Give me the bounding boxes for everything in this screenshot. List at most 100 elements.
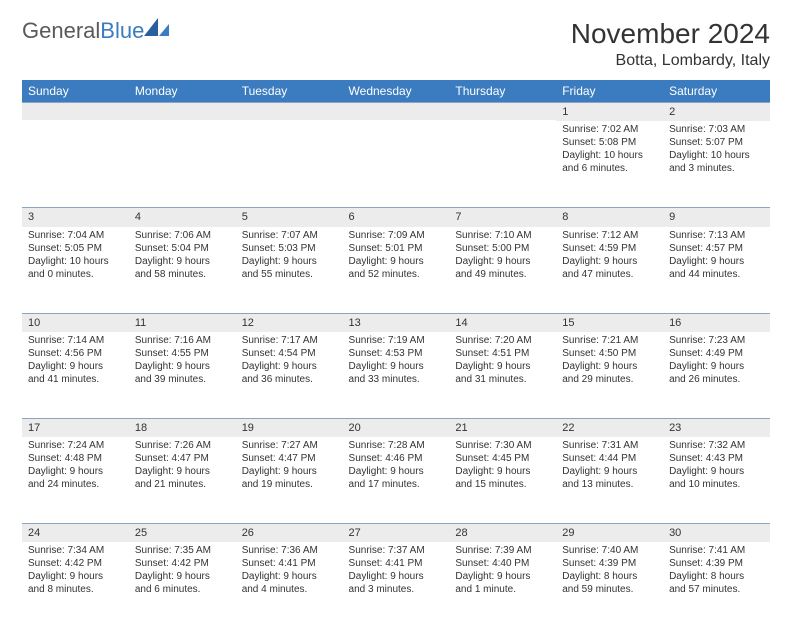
day-line: and 3 minutes. — [669, 162, 764, 175]
day-line: Sunrise: 7:30 AM — [455, 439, 550, 452]
day-line: Sunrise: 7:20 AM — [455, 334, 550, 347]
day-line: Sunset: 4:50 PM — [562, 347, 657, 360]
day-data-cell: Sunrise: 7:03 AMSunset: 5:07 PMDaylight:… — [663, 121, 770, 207]
day-data-cell: Sunrise: 7:24 AMSunset: 4:48 PMDaylight:… — [22, 437, 129, 523]
day-data: Sunrise: 7:10 AMSunset: 5:00 PMDaylight:… — [449, 227, 556, 287]
day-data: Sunrise: 7:32 AMSunset: 4:43 PMDaylight:… — [663, 437, 770, 497]
calendar-table: SundayMondayTuesdayWednesdayThursdayFrid… — [22, 80, 770, 628]
logo-sail-icon — [144, 18, 170, 36]
day-line: Sunset: 4:42 PM — [135, 557, 230, 570]
empty-cell — [22, 121, 129, 207]
day-line: Sunset: 4:40 PM — [455, 557, 550, 570]
day-line: Sunrise: 7:32 AM — [669, 439, 764, 452]
day-number-cell: 11 — [129, 313, 236, 332]
week-data-row: Sunrise: 7:02 AMSunset: 5:08 PMDaylight:… — [22, 121, 770, 207]
day-line: and 13 minutes. — [562, 478, 657, 491]
day-line: Sunrise: 7:27 AM — [242, 439, 337, 452]
day-header: Thursday — [449, 80, 556, 102]
day-line: Daylight: 9 hours — [135, 570, 230, 583]
empty-cell — [449, 102, 556, 121]
day-number: 23 — [663, 418, 770, 437]
day-line: and 4 minutes. — [242, 583, 337, 596]
day-number-cell: 12 — [236, 313, 343, 332]
day-line: Sunset: 5:07 PM — [669, 136, 764, 149]
day-line: and 0 minutes. — [28, 268, 123, 281]
day-line: Daylight: 9 hours — [455, 255, 550, 268]
day-line: and 49 minutes. — [455, 268, 550, 281]
day-line: Sunset: 4:39 PM — [669, 557, 764, 570]
day-line: Sunrise: 7:39 AM — [455, 544, 550, 557]
day-line: Sunrise: 7:17 AM — [242, 334, 337, 347]
day-line: Sunrise: 7:40 AM — [562, 544, 657, 557]
day-data-cell: Sunrise: 7:09 AMSunset: 5:01 PMDaylight:… — [343, 227, 450, 313]
day-line: Sunrise: 7:36 AM — [242, 544, 337, 557]
day-line: Sunrise: 7:06 AM — [135, 229, 230, 242]
day-number-cell: 6 — [343, 207, 450, 226]
day-data: Sunrise: 7:31 AMSunset: 4:44 PMDaylight:… — [556, 437, 663, 497]
day-data-cell: Sunrise: 7:27 AMSunset: 4:47 PMDaylight:… — [236, 437, 343, 523]
day-number-cell: 22 — [556, 418, 663, 437]
day-number: 17 — [22, 418, 129, 437]
day-line: Daylight: 8 hours — [669, 570, 764, 583]
day-number: 1 — [556, 102, 663, 121]
day-number-cell: 9 — [663, 207, 770, 226]
day-header: Tuesday — [236, 80, 343, 102]
week-data-row: Sunrise: 7:14 AMSunset: 4:56 PMDaylight:… — [22, 332, 770, 418]
day-line: Daylight: 9 hours — [669, 360, 764, 373]
day-line: Daylight: 9 hours — [242, 255, 337, 268]
day-data-cell: Sunrise: 7:10 AMSunset: 5:00 PMDaylight:… — [449, 227, 556, 313]
day-number: 13 — [343, 313, 450, 332]
day-line: and 31 minutes. — [455, 373, 550, 386]
day-line: Sunset: 4:47 PM — [242, 452, 337, 465]
day-line: and 10 minutes. — [669, 478, 764, 491]
day-data-cell: Sunrise: 7:06 AMSunset: 5:04 PMDaylight:… — [129, 227, 236, 313]
day-line: Sunset: 5:00 PM — [455, 242, 550, 255]
day-data-cell: Sunrise: 7:37 AMSunset: 4:41 PMDaylight:… — [343, 542, 450, 628]
day-line: Sunset: 4:59 PM — [562, 242, 657, 255]
week-number-row: 17181920212223 — [22, 418, 770, 437]
empty-cell — [449, 121, 556, 207]
day-number-cell: 24 — [22, 523, 129, 542]
day-line: Sunrise: 7:10 AM — [455, 229, 550, 242]
day-line: and 15 minutes. — [455, 478, 550, 491]
day-number-cell: 1 — [556, 102, 663, 121]
day-data: Sunrise: 7:16 AMSunset: 4:55 PMDaylight:… — [129, 332, 236, 392]
day-number-cell: 8 — [556, 207, 663, 226]
day-data-cell: Sunrise: 7:31 AMSunset: 4:44 PMDaylight:… — [556, 437, 663, 523]
day-line: and 24 minutes. — [28, 478, 123, 491]
day-number-cell: 7 — [449, 207, 556, 226]
day-line: Daylight: 8 hours — [562, 570, 657, 583]
day-data: Sunrise: 7:30 AMSunset: 4:45 PMDaylight:… — [449, 437, 556, 497]
day-line: and 6 minutes. — [562, 162, 657, 175]
day-number: 29 — [556, 523, 663, 542]
day-line: and 1 minute. — [455, 583, 550, 596]
day-line: and 26 minutes. — [669, 373, 764, 386]
day-data: Sunrise: 7:24 AMSunset: 4:48 PMDaylight:… — [22, 437, 129, 497]
day-header-row: SundayMondayTuesdayWednesdayThursdayFrid… — [22, 80, 770, 102]
empty-day-number — [236, 102, 343, 120]
day-number: 22 — [556, 418, 663, 437]
day-line: Sunrise: 7:16 AM — [135, 334, 230, 347]
day-line: Daylight: 10 hours — [669, 149, 764, 162]
empty-cell — [22, 102, 129, 121]
day-number-cell: 15 — [556, 313, 663, 332]
day-number: 26 — [236, 523, 343, 542]
day-number-cell: 25 — [129, 523, 236, 542]
day-header: Wednesday — [343, 80, 450, 102]
day-number: 18 — [129, 418, 236, 437]
day-number: 7 — [449, 207, 556, 226]
day-data-cell: Sunrise: 7:40 AMSunset: 4:39 PMDaylight:… — [556, 542, 663, 628]
day-data: Sunrise: 7:07 AMSunset: 5:03 PMDaylight:… — [236, 227, 343, 287]
day-data-cell: Sunrise: 7:26 AMSunset: 4:47 PMDaylight:… — [129, 437, 236, 523]
day-line: and 55 minutes. — [242, 268, 337, 281]
day-line: Sunset: 5:01 PM — [349, 242, 444, 255]
day-number: 11 — [129, 313, 236, 332]
day-data-cell: Sunrise: 7:36 AMSunset: 4:41 PMDaylight:… — [236, 542, 343, 628]
day-data-cell: Sunrise: 7:32 AMSunset: 4:43 PMDaylight:… — [663, 437, 770, 523]
day-line: Sunset: 4:53 PM — [349, 347, 444, 360]
day-number: 30 — [663, 523, 770, 542]
day-data-cell: Sunrise: 7:12 AMSunset: 4:59 PMDaylight:… — [556, 227, 663, 313]
day-number-cell: 2 — [663, 102, 770, 121]
day-number: 14 — [449, 313, 556, 332]
empty-cell — [129, 102, 236, 121]
